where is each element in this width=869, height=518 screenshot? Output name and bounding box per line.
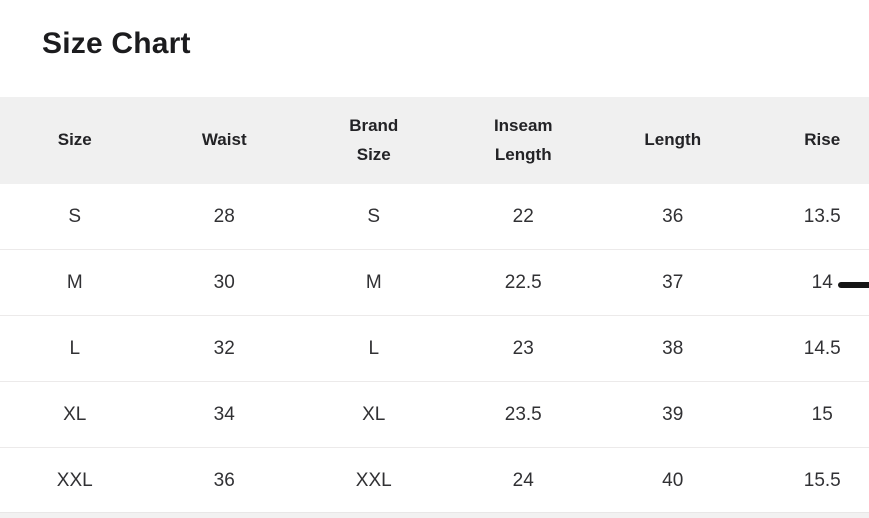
column-header-waist-label: Waist <box>201 130 247 150</box>
size-chart-table: Size Waist Brand Size Inseam Length Leng… <box>0 97 869 514</box>
column-header-length-label: Length <box>644 130 702 150</box>
bottom-divider <box>0 512 869 518</box>
table-row-l: L 32 L 23 38 14.5 <box>0 316 869 382</box>
page-title: Size Chart <box>42 27 191 60</box>
cell-size: XXL <box>56 469 93 491</box>
column-header-waist: Waist <box>150 126 300 155</box>
cell-waist: 34 <box>213 403 235 425</box>
cell-waist: 36 <box>213 469 235 491</box>
cell-brand-size: XL <box>362 403 386 425</box>
cell-size: S <box>68 205 82 227</box>
column-header-inseam-length: Inseam Length <box>449 112 599 170</box>
cell-size: M <box>66 271 83 293</box>
cell-inseam-length: 22 <box>512 205 534 227</box>
column-header-brand-size-label: Brand Size <box>349 115 399 164</box>
column-header-brand-size: Brand Size <box>299 112 449 170</box>
cell-inseam-length: 23 <box>512 337 534 359</box>
table-row-xxl: XXL 36 XXL 24 40 15.5 <box>0 448 869 514</box>
column-header-rise: Rise <box>748 126 869 155</box>
cell-brand-size: M <box>365 271 382 293</box>
table-header-row: Size Waist Brand Size Inseam Length Leng… <box>0 97 869 184</box>
cell-length: 38 <box>662 337 684 359</box>
cell-waist: 28 <box>213 205 235 227</box>
cell-length: 39 <box>662 403 684 425</box>
cell-rise: 15 <box>811 403 833 425</box>
size-chart-table-inner: Size Waist Brand Size Inseam Length Leng… <box>0 97 869 514</box>
column-header-rise-label: Rise <box>804 130 841 150</box>
cell-inseam-length: 23.5 <box>504 403 542 425</box>
column-header-size: Size <box>0 126 150 155</box>
cell-brand-size: XXL <box>355 469 392 491</box>
column-header-inseam-length-label: Inseam Length <box>493 115 553 164</box>
cell-inseam-length: 22.5 <box>504 271 542 293</box>
cell-waist: 32 <box>213 337 235 359</box>
cell-rise: 13.5 <box>803 205 841 227</box>
cell-rise: 14.5 <box>803 337 841 359</box>
cell-waist: 30 <box>213 271 235 293</box>
cell-size: XL <box>63 403 87 425</box>
cell-size: L <box>69 337 81 359</box>
column-header-size-label: Size <box>57 130 92 150</box>
cell-inseam-length: 24 <box>512 469 534 491</box>
cell-rise: 14 <box>811 271 833 293</box>
table-row-xl: XL 34 XL 23.5 39 15 <box>0 382 869 448</box>
table-row-s: S 28 S 22 36 13.5 <box>0 184 869 250</box>
cell-rise: 15.5 <box>803 469 841 491</box>
cell-length: 37 <box>662 271 684 293</box>
cell-brand-size: L <box>368 337 380 359</box>
cell-length: 36 <box>662 205 684 227</box>
cell-length: 40 <box>662 469 684 491</box>
table-row-m: M 30 M 22.5 37 14 <box>0 250 869 316</box>
cell-brand-size: S <box>367 205 381 227</box>
column-header-length: Length <box>598 126 748 155</box>
scroll-indicator[interactable] <box>838 282 869 288</box>
